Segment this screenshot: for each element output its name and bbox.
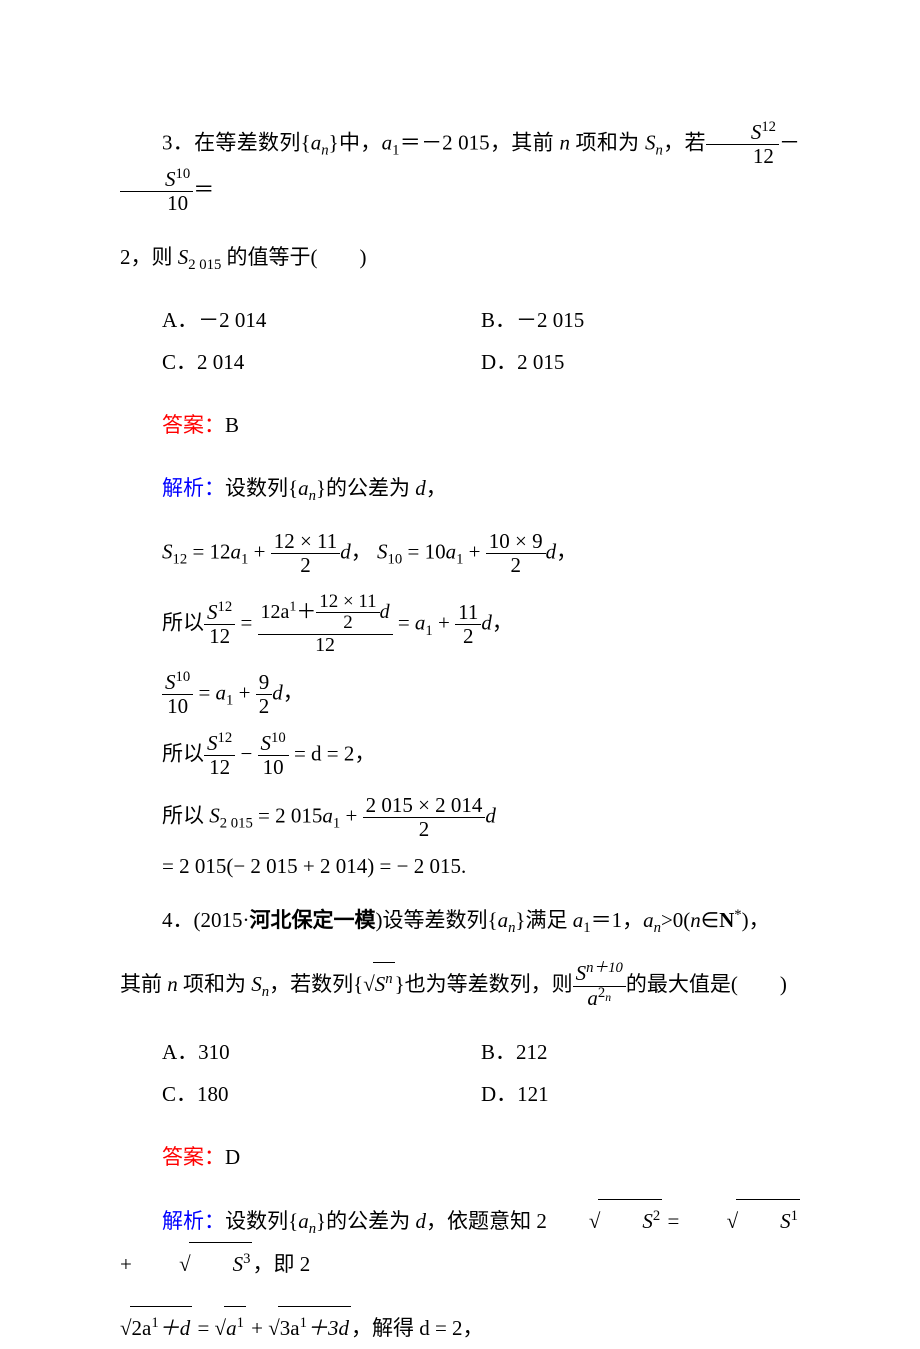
explain-label: 解析：	[162, 1209, 225, 1233]
q4-option-a: A．310	[162, 1031, 481, 1073]
q3-math-4: 所以S1212 − S1010 = d = 2，	[162, 732, 800, 779]
frac-s12-12: S1212	[706, 121, 779, 168]
q3-answer: 答案：B	[120, 404, 800, 446]
q4-answer: 答案：D	[120, 1136, 800, 1178]
q3-math-6: = 2 015(− 2 015 + 2 014) = − 2 015.	[162, 855, 800, 878]
q3-option-b: B．－2 015	[481, 299, 800, 341]
q4-number: 4	[162, 908, 173, 932]
q3-stem-line1: 3．在等差数列{an}中，a1＝－2 015，其前 n 项和为 Sn，若S121…	[120, 121, 800, 215]
q4-options: A．310 B．212 C．180 D．121	[162, 1031, 800, 1115]
answer-label: 答案：	[162, 413, 225, 437]
frac-s10-10: S1010	[120, 168, 193, 215]
q3-math-3: S1010 = a1 + 92d，	[162, 671, 800, 718]
q3-explain-intro: 解析：设数列{an}的公差为 d，	[120, 467, 800, 509]
q4-explain-line2: √2a1＋d = √a1 + √3a1＋3d，解得 d = 2，	[120, 1306, 800, 1349]
answer-label: 答案：	[162, 1145, 225, 1169]
q3-number: 3	[162, 130, 173, 154]
q3-math-1: S12 = 12a1 + 12 × 112d， S10 = 10a1 + 10 …	[162, 530, 800, 577]
q4-explain-line1: 解析：设数列{an}的公差为 d，依题意知 2√S2 = √S1 + √S3，即…	[120, 1199, 800, 1285]
q3-option-a: A．－2 014	[162, 299, 481, 341]
q3-option-c: C．2 014	[162, 341, 481, 383]
page: 3．在等差数列{an}中，a1＝－2 015，其前 n 项和为 Sn，若S121…	[0, 0, 920, 1302]
q4-stem-line2: 其前 n 项和为 Sn，若数列{√Sn}也为等差数列，则Sn＋10a2n的最大值…	[120, 962, 800, 1010]
q4-option-b: B．212	[481, 1031, 800, 1073]
q3-math-2: 所以S1212 = 12a1＋12 × 112d12 = a1 + 112d，	[162, 592, 800, 658]
q3-option-d: D．2 015	[481, 341, 800, 383]
sqrt-sn: √Sn	[363, 962, 394, 1005]
q3-stem-line2: 2，则 S2 015 的值等于( )	[120, 236, 800, 278]
q4-source: 河北保定一模	[250, 908, 376, 932]
q3-options: A．－2 014 B．－2 015 C．2 014 D．2 015	[162, 299, 800, 383]
q4-stem-line1: 4．(2015·河北保定一模)设等差数列{an}满足 a1＝1，an>0(n∈N…	[120, 899, 800, 941]
q4-option-c: C．180	[162, 1073, 481, 1115]
q4-option-d: D．121	[481, 1073, 800, 1115]
frac-sratio: Sn＋10a2n	[573, 962, 626, 1009]
q3-math-5: 所以 S2 015 = 2 015a1 + 2 015 × 2 0142d	[162, 794, 800, 841]
explain-label: 解析：	[162, 476, 225, 500]
